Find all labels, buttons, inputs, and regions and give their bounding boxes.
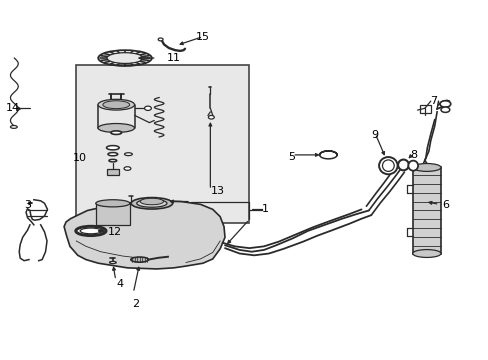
Bar	[412, 167, 440, 253]
Ellipse shape	[137, 199, 166, 207]
Ellipse shape	[76, 226, 106, 235]
Ellipse shape	[131, 198, 172, 209]
Text: 12: 12	[108, 227, 122, 237]
Ellipse shape	[158, 38, 163, 41]
Ellipse shape	[412, 249, 440, 257]
Ellipse shape	[80, 228, 102, 234]
Ellipse shape	[102, 101, 129, 109]
Ellipse shape	[407, 161, 417, 171]
Text: 6: 6	[441, 200, 448, 210]
Ellipse shape	[98, 99, 134, 110]
Text: 4: 4	[117, 279, 123, 289]
Ellipse shape	[106, 145, 119, 150]
Ellipse shape	[412, 163, 440, 171]
Ellipse shape	[10, 126, 17, 129]
Polygon shape	[64, 201, 224, 269]
Ellipse shape	[109, 159, 117, 162]
Bar	[419, 105, 430, 113]
Text: 14: 14	[5, 103, 20, 113]
Ellipse shape	[108, 153, 118, 156]
Ellipse shape	[144, 106, 151, 111]
Text: 3: 3	[24, 200, 31, 210]
Text: 1: 1	[261, 204, 268, 214]
Text: 9: 9	[370, 130, 378, 140]
Ellipse shape	[140, 198, 163, 205]
Ellipse shape	[124, 167, 131, 170]
Ellipse shape	[382, 160, 393, 171]
Ellipse shape	[440, 107, 449, 112]
Ellipse shape	[96, 200, 130, 207]
Bar	[96, 203, 130, 225]
Text: 10: 10	[73, 153, 87, 163]
Ellipse shape	[378, 157, 397, 174]
Ellipse shape	[109, 261, 116, 264]
Text: 11: 11	[166, 53, 180, 63]
Ellipse shape	[131, 257, 148, 262]
Ellipse shape	[107, 53, 143, 63]
Text: 7: 7	[429, 96, 436, 106]
Ellipse shape	[208, 116, 214, 119]
Text: 8: 8	[409, 150, 417, 160]
Ellipse shape	[397, 159, 408, 170]
Text: 15: 15	[195, 32, 209, 41]
Ellipse shape	[124, 153, 132, 156]
Text: 2: 2	[132, 299, 139, 309]
Ellipse shape	[98, 123, 134, 132]
Ellipse shape	[439, 101, 450, 107]
Polygon shape	[107, 169, 119, 175]
Text: 13: 13	[210, 186, 224, 196]
Bar	[76, 65, 249, 223]
Ellipse shape	[111, 131, 122, 134]
Text: 5: 5	[288, 152, 295, 162]
